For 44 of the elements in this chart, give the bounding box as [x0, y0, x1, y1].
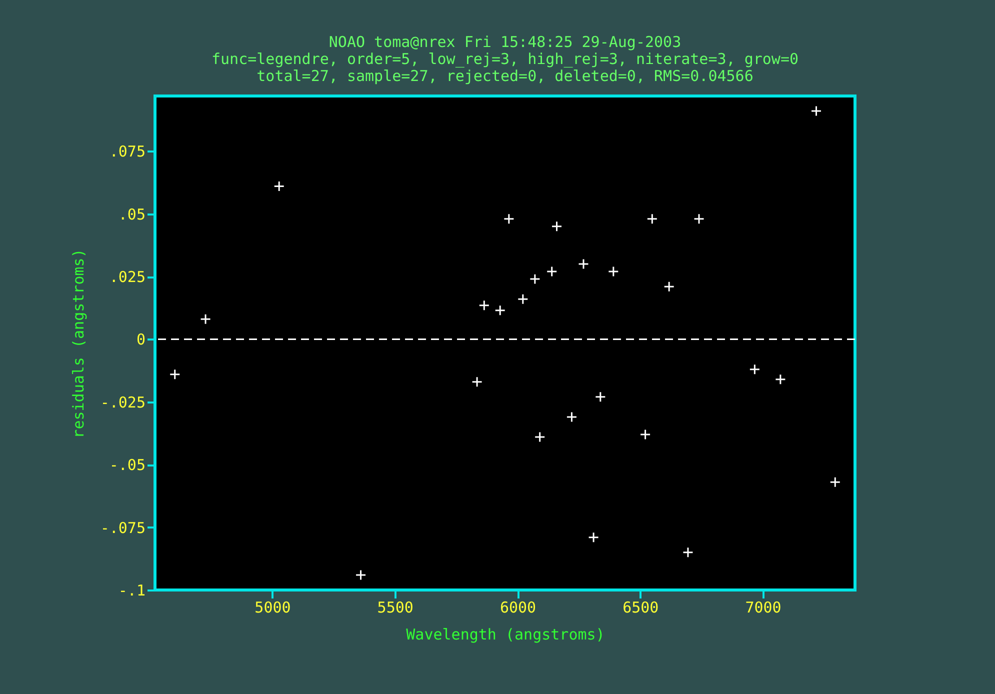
x-tick-label: 6500 — [622, 598, 659, 616]
point — [546, 266, 558, 278]
point — [640, 429, 651, 440]
point — [810, 106, 822, 117]
point — [200, 314, 212, 325]
x-tick-label: 6000 — [500, 598, 536, 616]
x-tick-label: 5500 — [377, 598, 414, 616]
x-tick-label: 5000 — [254, 598, 291, 616]
y-tick-label: 0 — [136, 330, 146, 349]
point — [694, 213, 704, 224]
x-tick-label: 7000 — [745, 598, 782, 616]
point — [529, 274, 540, 285]
y-tick-label: .05 — [118, 205, 146, 224]
y-tick-label: -.1 — [118, 582, 146, 600]
chart-subtitle: func=legendre, order=5, low_rej=3, high_rej=3, niterate=3, grow=0 total=27, sample=27, rejected=0, deleted=0, RMS=0.04566 — [212, 50, 798, 85]
chart-title: NOAO toma@nrex Fri 15:48:25 29-Aug-2003 — [328, 33, 682, 51]
point — [494, 304, 506, 316]
point — [534, 432, 546, 443]
point — [566, 411, 578, 422]
point — [588, 532, 600, 543]
point — [274, 180, 285, 192]
point — [355, 569, 366, 580]
point — [472, 376, 483, 388]
point — [646, 213, 658, 224]
point — [664, 281, 675, 292]
point — [551, 220, 562, 232]
y-tick-label: -.05 — [109, 456, 146, 474]
x-axis-title: Wavelength (angstroms) — [406, 626, 605, 644]
point — [594, 391, 606, 402]
point — [774, 374, 786, 385]
point — [682, 546, 694, 558]
point — [503, 213, 514, 224]
point — [517, 294, 528, 305]
y-tick-label: -.075 — [100, 518, 146, 537]
point — [169, 368, 180, 380]
y-axis-title: residuals (angstroms) — [69, 248, 88, 438]
point — [830, 476, 841, 488]
y-tick-label: -.025 — [100, 393, 146, 412]
point — [749, 364, 760, 375]
point — [478, 300, 490, 311]
y-tick-label: .025 — [109, 268, 146, 286]
point — [608, 266, 619, 278]
point — [578, 258, 589, 270]
y-tick-label: .075 — [109, 142, 146, 161]
